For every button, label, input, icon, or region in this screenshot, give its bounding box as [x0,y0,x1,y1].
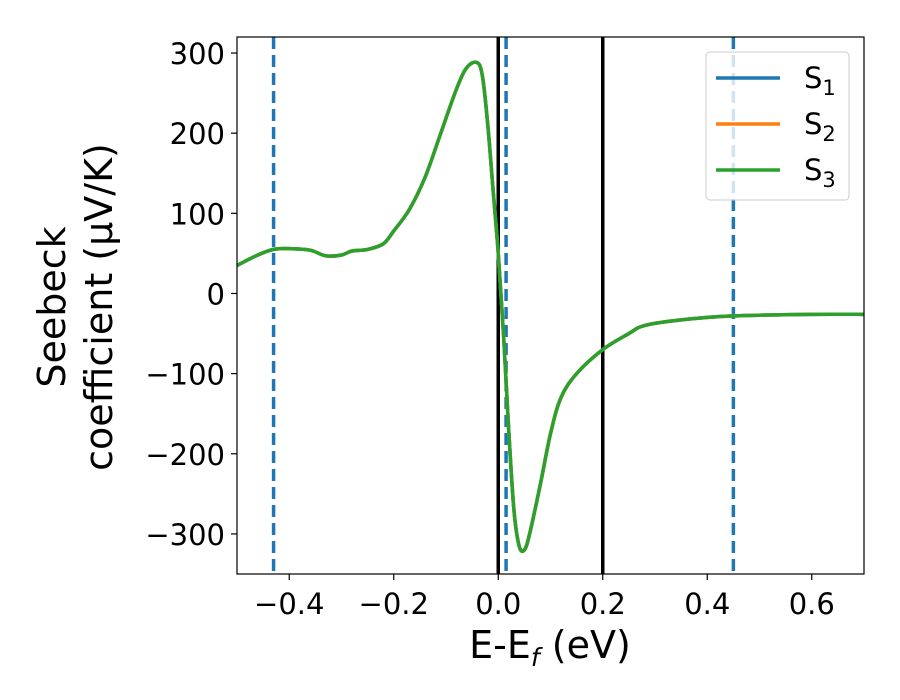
y-tick-label-5: −100 [145,358,225,392]
x-tick-label-4: 0.2 [580,587,626,621]
y-tick-label-6: −200 [145,438,225,472]
legend-label-1: S1 [804,61,836,100]
y-tick-label-1: 300 [170,37,225,71]
x-tick-label-1: −0.4 [254,587,324,621]
series-line-3 [237,60,864,554]
plot-frame [236,36,865,575]
x-tick-label-6: 0.6 [789,587,835,621]
legend-label-3: S3 [804,153,836,192]
y-axis-title: Seebeck coefficient (μV/K) [30,143,121,471]
y-tick-label-2: 200 [170,117,225,151]
x-axis: −0.4 −0.2 0.0 0.2 0.4 0.6 [254,574,835,621]
legend-box [705,51,850,201]
data-series [237,60,864,554]
y-tick-label-4: 0 [207,277,225,311]
y-axis-title-line2: coefficient (μV/K) [77,143,121,471]
y-axis: 300 200 100 0 −100 −200 −300 [145,37,237,552]
y-axis-title-line1: Seebeck [30,226,74,387]
x-axis-title: E-Ef (eV) [469,623,631,672]
x-tick-label-5: 0.4 [684,587,730,621]
reference-lines [271,37,736,574]
x-tick-label-2: −0.2 [359,587,429,621]
y-tick-label-3: 100 [170,197,225,231]
legend: S1 S2 S3 [705,51,850,201]
x-tick-label-3: 0.0 [475,587,521,621]
legend-label-2: S2 [804,107,836,146]
y-tick-label-7: −300 [145,518,225,552]
